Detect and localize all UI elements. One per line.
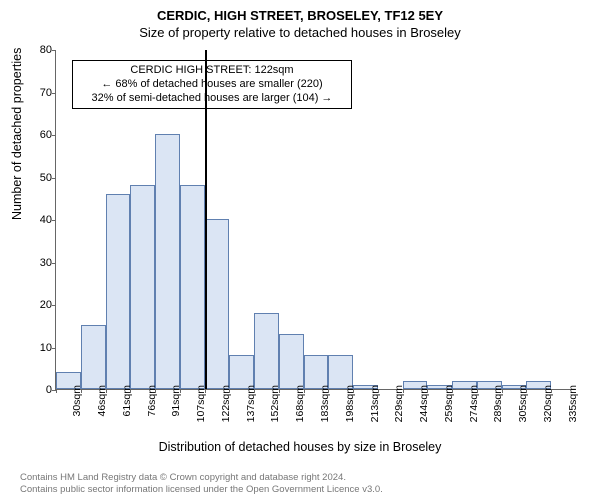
- y-tick-label: 80: [28, 44, 52, 56]
- y-tick-label: 70: [28, 87, 52, 99]
- histogram-bar: [106, 194, 131, 390]
- histogram-bar: [180, 185, 205, 389]
- histogram-bar: [279, 334, 304, 389]
- footer-attribution: Contains HM Land Registry data © Crown c…: [20, 472, 383, 496]
- y-tick-label: 30: [28, 257, 52, 269]
- y-tick-label: 20: [28, 299, 52, 311]
- chart-subtitle: Size of property relative to detached ho…: [0, 23, 600, 44]
- y-tick-label: 40: [28, 214, 52, 226]
- histogram-bar: [130, 185, 155, 389]
- y-tick-label: 60: [28, 129, 52, 141]
- footer-line1: Contains HM Land Registry data © Crown c…: [20, 472, 383, 484]
- y-axis-label: Number of detached properties: [10, 48, 24, 220]
- x-tick-label: 335sqm: [567, 385, 579, 422]
- y-tick-label: 0: [28, 384, 52, 396]
- annotation-box: CERDIC HIGH STREET: 122sqm← 68% of detac…: [72, 60, 353, 109]
- footer-line2: Contains public sector information licen…: [20, 484, 383, 496]
- annotation-line: CERDIC HIGH STREET: 122sqm: [79, 64, 346, 78]
- x-axis-label: Distribution of detached houses by size …: [0, 440, 600, 454]
- annotation-line: ← 68% of detached houses are smaller (22…: [79, 78, 346, 92]
- histogram-bar: [229, 355, 254, 389]
- histogram-bar: [254, 313, 279, 390]
- histogram-bar: [328, 355, 353, 389]
- histogram-bar: [81, 325, 106, 389]
- histogram-bar: [304, 355, 329, 389]
- y-tick-label: 50: [28, 172, 52, 184]
- y-tick-label: 10: [28, 342, 52, 354]
- annotation-line: 32% of semi-detached houses are larger (…: [79, 92, 346, 106]
- histogram-bar: [205, 219, 230, 389]
- histogram-bar: [155, 134, 180, 389]
- chart-plot-area: 0102030405060708030sqm46sqm61sqm76sqm91s…: [55, 50, 575, 390]
- chart-title: CERDIC, HIGH STREET, BROSELEY, TF12 5EY: [0, 0, 600, 23]
